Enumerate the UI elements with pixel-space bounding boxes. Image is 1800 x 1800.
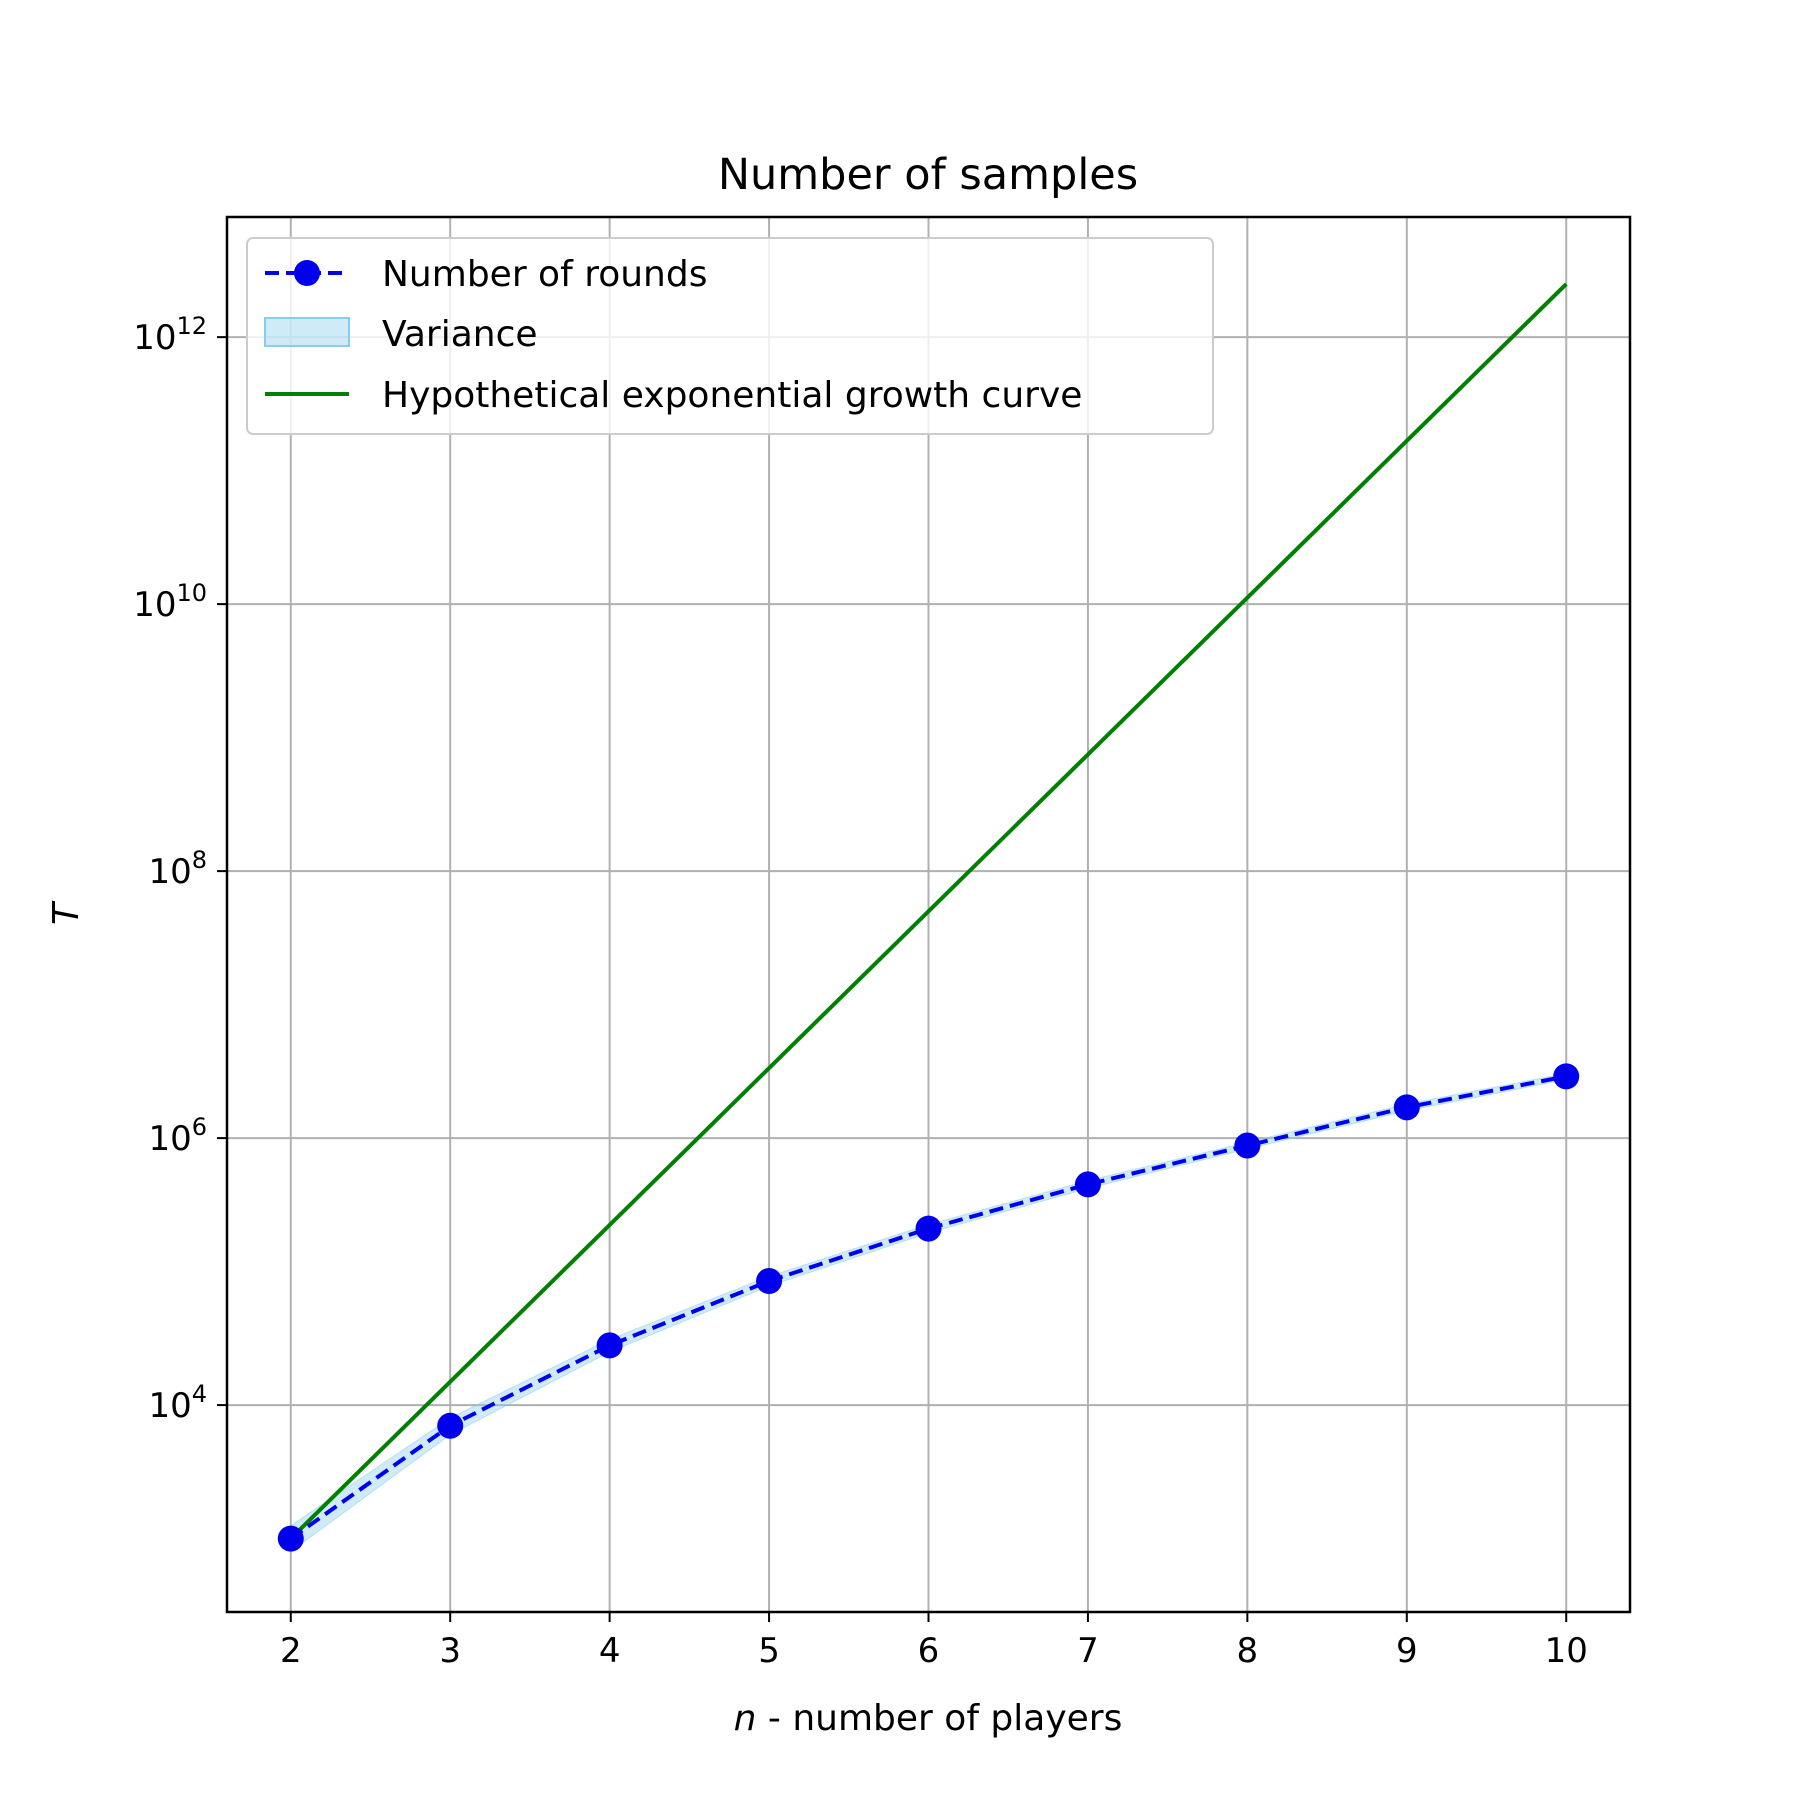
- y-tick-label-exponent: 8: [192, 846, 207, 874]
- y-tick-label: 1012: [133, 312, 207, 358]
- rounds-point: [1074, 1171, 1101, 1198]
- legend-rounds-marker: [294, 260, 320, 286]
- x-axis-title-rest: - number of players: [756, 1698, 1122, 1739]
- x-axis-title-italic: n: [734, 1698, 757, 1739]
- y-tick-label-base: 10: [133, 318, 176, 358]
- rounds-point: [1393, 1094, 1420, 1121]
- legend: Number of rounds Variance Hypothetical e…: [246, 237, 1214, 435]
- y-tick-label: 104: [148, 1380, 207, 1426]
- y-tick-label-exponent: 12: [176, 312, 207, 340]
- x-tick-label: 6: [918, 1631, 940, 1671]
- y-tick-label-exponent: 6: [192, 1113, 207, 1141]
- x-axis-title: n - number of players: [734, 1698, 1123, 1739]
- x-tick-label: 5: [758, 1631, 780, 1671]
- y-tick-label-exponent: 4: [192, 1380, 207, 1408]
- x-tick-label: 8: [1237, 1631, 1259, 1671]
- legend-item-exponential: Hypothetical exponential growth curve: [265, 375, 1082, 416]
- x-tick-label: 7: [1077, 1631, 1099, 1671]
- rounds-point: [1553, 1063, 1580, 1090]
- exponential-growth-line: [289, 282, 1568, 1541]
- grid-lines: [227, 217, 1630, 1612]
- rounds-point: [596, 1332, 623, 1359]
- legend-item-rounds: Number of rounds: [265, 254, 707, 295]
- legend-label-rounds: Number of rounds: [382, 254, 707, 295]
- y-tick-label-base: 10: [148, 1386, 191, 1426]
- legend-variance-swatch: [264, 317, 350, 347]
- y-tick-label: 108: [148, 846, 207, 892]
- x-tick-label: 9: [1396, 1631, 1418, 1671]
- legend-item-variance: Variance: [264, 314, 538, 355]
- x-tick-label: 3: [439, 1631, 461, 1671]
- x-tick-label: 2: [280, 1631, 302, 1671]
- y-tick-label-base: 10: [133, 585, 176, 625]
- legend-label-exponential: Hypothetical exponential growth curve: [382, 375, 1082, 416]
- rounds-point: [915, 1215, 942, 1242]
- legend-box: [246, 237, 1214, 435]
- y-axis-title: T: [46, 900, 87, 925]
- plot-area: [277, 282, 1580, 1553]
- y-tick-label-base: 10: [148, 852, 191, 892]
- y-tick-label: 106: [148, 1113, 207, 1159]
- y-tick-label: 1010: [133, 579, 207, 625]
- rounds-point: [1234, 1132, 1261, 1159]
- x-tick-label: 4: [599, 1631, 621, 1671]
- rounds-point: [756, 1268, 783, 1295]
- rounds-point: [277, 1525, 304, 1552]
- x-tick-label: 10: [1545, 1631, 1588, 1671]
- rounds-point: [437, 1412, 464, 1439]
- legend-label-variance: Variance: [382, 314, 538, 355]
- y-tick-label-base: 10: [148, 1119, 191, 1159]
- rounds-line: [289, 1074, 1567, 1541]
- chart-title: Number of samples: [718, 150, 1138, 200]
- y-tick-label-exponent: 10: [176, 579, 207, 607]
